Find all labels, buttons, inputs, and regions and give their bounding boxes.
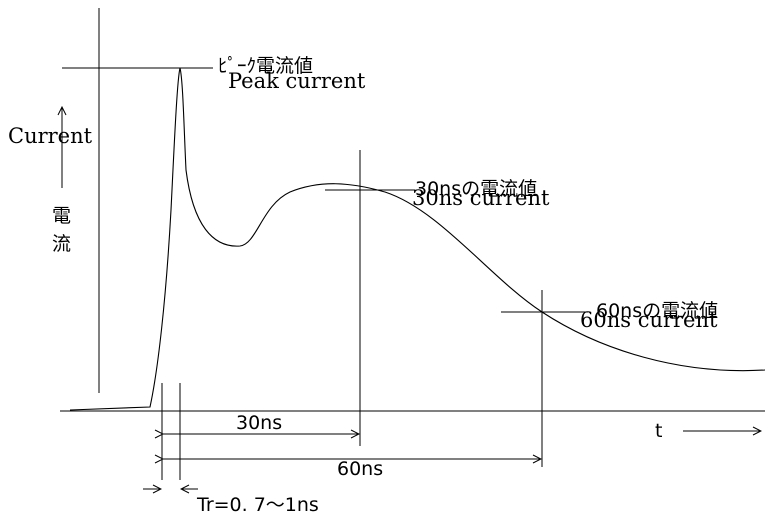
peak-current-label-en: Peak current [228, 69, 366, 93]
peak-current-label-jp: ﾋﾟｰｸ電流値 [218, 55, 313, 77]
current-waveform-curve [69, 67, 766, 411]
current-axis-label-jp-2: 流 [52, 233, 71, 255]
60ns-current-label-en: 60ns current [580, 308, 718, 332]
rise-time-label: Tr=0. 7〜1ns [196, 494, 319, 516]
30ns-dimension-label: 30ns [236, 412, 282, 434]
60ns-current-label-jp: 60nsの電流値 [596, 300, 718, 322]
30ns-current-label-en: 30ns current [412, 186, 550, 210]
t-axis-label: t [655, 420, 662, 442]
current-axis-label-en: Current [8, 124, 93, 148]
30ns-current-label-jp: 30nsの電流値 [415, 178, 537, 200]
current-axis-label-jp-1: 電 [52, 205, 71, 227]
60ns-dimension-label: 60ns [337, 458, 383, 480]
